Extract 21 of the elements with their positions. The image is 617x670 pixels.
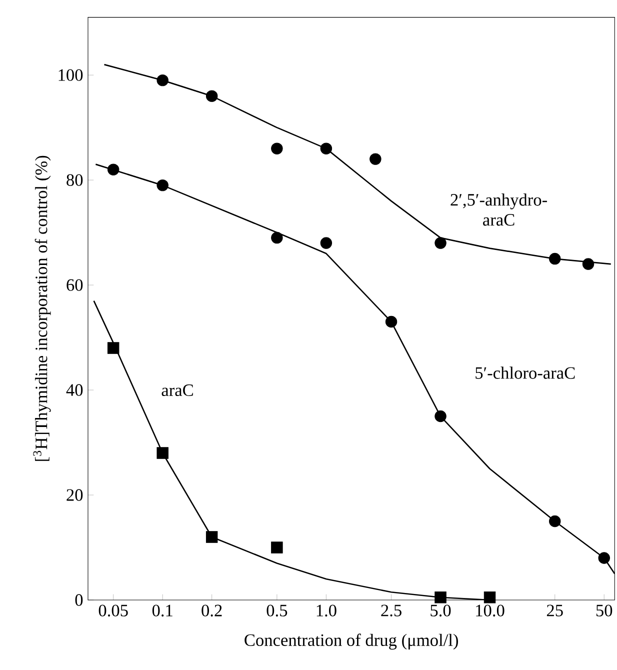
- x-tick-label: 1.0: [316, 604, 336, 616]
- annotation: 5′-chloro-araC: [476, 366, 575, 379]
- x-tick-label: 25: [546, 604, 563, 616]
- y-tick-label: 60: [66, 279, 83, 291]
- y-tick-label: 20: [66, 489, 83, 501]
- x-axis-title: Concentration of drug (μmol/l): [244, 634, 458, 650]
- y-tick-label: 0: [75, 594, 83, 606]
- x-tick-label: 0.5: [266, 604, 287, 616]
- y-axis-title: [$^{3}$H]Thymidine incorporation of control (%): [33, 156, 51, 461]
- annotation: 2′,5′-anhydro-araC: [450, 194, 547, 226]
- x-tick-label: 50: [596, 604, 612, 616]
- x-tick-label: 0.1: [152, 604, 172, 616]
- annotation: araC: [162, 384, 193, 396]
- x-tick-label: 5.0: [430, 604, 451, 616]
- y-tick-label: 100: [58, 69, 83, 81]
- y-tick-label: 40: [66, 384, 83, 396]
- x-tick-label: 10.0: [476, 604, 504, 616]
- y-tick-label: 80: [66, 174, 83, 186]
- x-tick-label: 2.5: [381, 604, 402, 616]
- x-tick-label: 0.05: [98, 604, 128, 616]
- x-tick-label: 0.2: [202, 604, 222, 616]
